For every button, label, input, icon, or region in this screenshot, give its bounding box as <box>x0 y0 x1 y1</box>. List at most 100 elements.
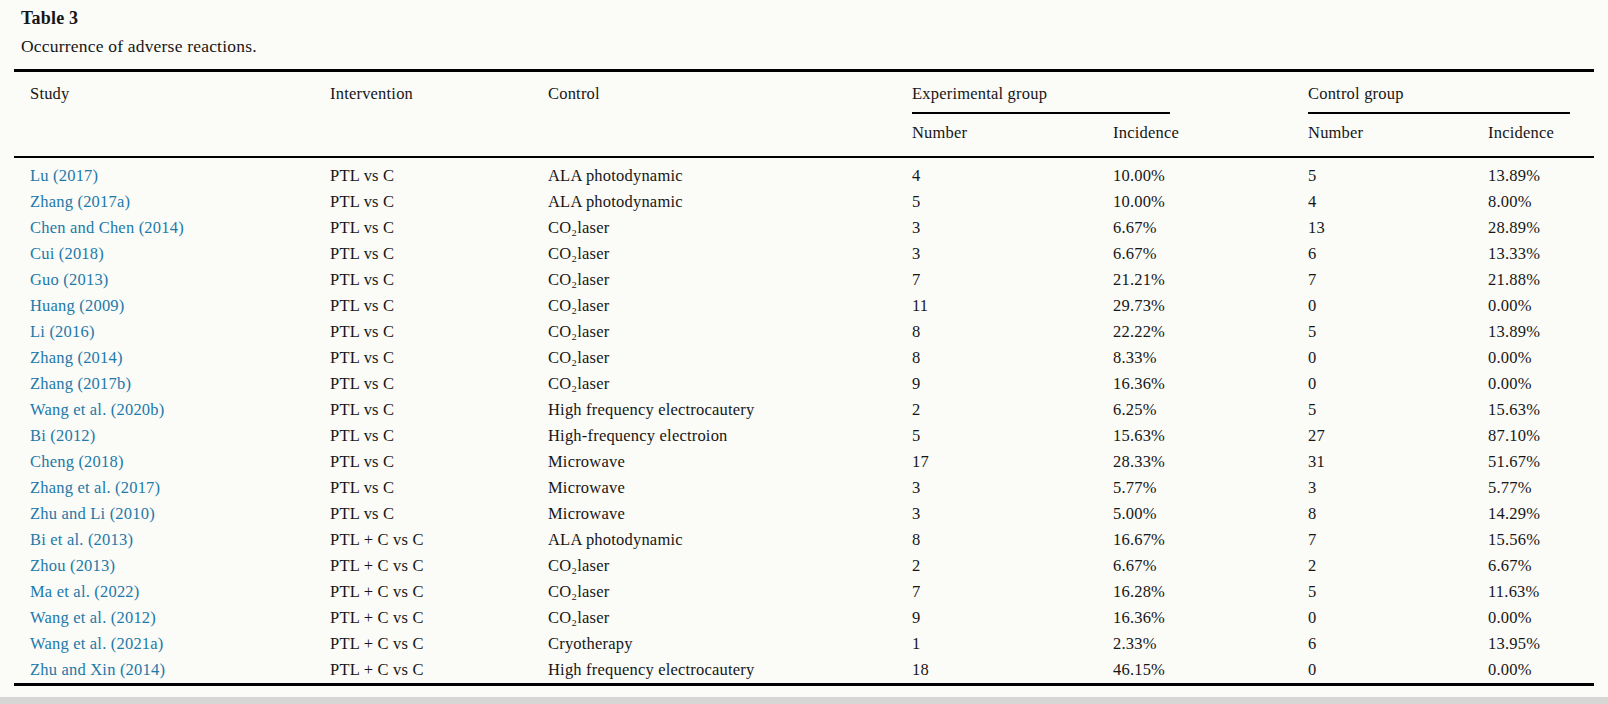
cell-study: Li (2016) <box>14 319 330 345</box>
cell-control: CO₂laser <box>548 319 912 345</box>
cell-control: High frequency electrocautery <box>548 397 912 423</box>
cell-exp-incidence: 10.00% <box>1113 189 1308 215</box>
study-citation-link[interactable]: Bi (2012) <box>30 426 96 445</box>
cell-exp-number: 18 <box>912 657 1113 685</box>
table-header: Study Intervention Control Experimental … <box>14 71 1594 158</box>
cell-ctrl-incidence: 8.00% <box>1488 189 1594 215</box>
cell-study: Bi (2012) <box>14 423 330 449</box>
page-bottom-edge <box>0 697 1608 704</box>
cell-ctrl-incidence: 28.89% <box>1488 215 1594 241</box>
table-row: Zhang (2017b)PTL vs CCO₂laser916.36%00.0… <box>14 371 1594 397</box>
study-citation-link[interactable]: Wang et al. (2021a) <box>30 634 164 653</box>
cell-control: CO₂laser <box>548 345 912 371</box>
cell-control: CO₂laser <box>548 553 912 579</box>
cell-study: Wang et al. (2020b) <box>14 397 330 423</box>
study-citation-link[interactable]: Zhu and Li (2010) <box>30 504 155 523</box>
table-row: Wang et al. (2020b)PTL vs CHigh frequenc… <box>14 397 1594 423</box>
cell-ctrl-number: 6 <box>1308 241 1488 267</box>
cell-study: Huang (2009) <box>14 293 330 319</box>
col-header-ctrl-number: Number <box>1308 114 1488 157</box>
cell-study: Wang et al. (2021a) <box>14 631 330 657</box>
study-citation-link[interactable]: Bi et al. (2013) <box>30 530 133 549</box>
study-citation-link[interactable]: Ma et al. (2022) <box>30 582 140 601</box>
cell-study: Lu (2017) <box>14 157 330 189</box>
table-body: Lu (2017)PTL vs CALA photodynamic410.00%… <box>14 157 1594 685</box>
cell-ctrl-number: 7 <box>1308 527 1488 553</box>
cell-study: Chen and Chen (2014) <box>14 215 330 241</box>
study-citation-link[interactable]: Wang et al. (2020b) <box>30 400 164 419</box>
table-row: Guo (2013)PTL vs CCO₂laser721.21%721.88% <box>14 267 1594 293</box>
cell-ctrl-incidence: 87.10% <box>1488 423 1594 449</box>
table-row: Wang et al. (2012)PTL + C vs CCO₂laser91… <box>14 605 1594 631</box>
study-citation-link[interactable]: Zhang et al. (2017) <box>30 478 160 497</box>
cell-ctrl-incidence: 13.89% <box>1488 319 1594 345</box>
cell-exp-number: 9 <box>912 605 1113 631</box>
cell-ctrl-number: 7 <box>1308 267 1488 293</box>
table-row: Zhu and Li (2010)PTL vs CMicrowave35.00%… <box>14 501 1594 527</box>
cell-control: Microwave <box>548 449 912 475</box>
cell-intervention: PTL + C vs C <box>330 631 548 657</box>
cell-intervention: PTL + C vs C <box>330 527 548 553</box>
cell-exp-number: 3 <box>912 215 1113 241</box>
cell-ctrl-incidence: 6.67% <box>1488 553 1594 579</box>
study-citation-link[interactable]: Zhu and Xin (2014) <box>30 660 165 679</box>
table-row: Bi (2012)PTL vs CHigh-frequency electroi… <box>14 423 1594 449</box>
cell-exp-number: 3 <box>912 241 1113 267</box>
cell-exp-incidence: 22.22% <box>1113 319 1308 345</box>
cell-control: Microwave <box>548 501 912 527</box>
study-citation-link[interactable]: Chen and Chen (2014) <box>30 218 184 237</box>
cell-intervention: PTL vs C <box>330 371 548 397</box>
table-row: Zhang et al. (2017)PTL vs CMicrowave35.7… <box>14 475 1594 501</box>
cell-study: Zhou (2013) <box>14 553 330 579</box>
cell-study: Zhu and Li (2010) <box>14 501 330 527</box>
cell-ctrl-number: 27 <box>1308 423 1488 449</box>
cell-exp-number: 8 <box>912 527 1113 553</box>
cell-ctrl-incidence: 0.00% <box>1488 605 1594 631</box>
cell-control: CO₂laser <box>548 241 912 267</box>
cell-control: Microwave <box>548 475 912 501</box>
study-citation-link[interactable]: Wang et al. (2012) <box>30 608 156 627</box>
control-group-label: Control group <box>1308 84 1570 114</box>
cell-study: Zhang et al. (2017) <box>14 475 330 501</box>
study-citation-link[interactable]: Cheng (2018) <box>30 452 124 471</box>
study-citation-link[interactable]: Zhang (2014) <box>30 348 123 367</box>
cell-exp-incidence: 29.73% <box>1113 293 1308 319</box>
cell-intervention: PTL + C vs C <box>330 657 548 685</box>
cell-exp-incidence: 16.67% <box>1113 527 1308 553</box>
cell-intervention: PTL vs C <box>330 189 548 215</box>
cell-intervention: PTL vs C <box>330 501 548 527</box>
study-citation-link[interactable]: Li (2016) <box>30 322 95 341</box>
cell-exp-number: 17 <box>912 449 1113 475</box>
cell-study: Cheng (2018) <box>14 449 330 475</box>
cell-intervention: PTL vs C <box>330 157 548 189</box>
cell-exp-incidence: 5.77% <box>1113 475 1308 501</box>
study-citation-link[interactable]: Zhang (2017a) <box>30 192 130 211</box>
table-row: Wang et al. (2021a)PTL + C vs CCryothera… <box>14 631 1594 657</box>
cell-ctrl-number: 0 <box>1308 293 1488 319</box>
cell-exp-incidence: 5.00% <box>1113 501 1308 527</box>
cell-control: High frequency electrocautery <box>548 657 912 685</box>
study-citation-link[interactable]: Zhou (2013) <box>30 556 115 575</box>
table-row: Ma et al. (2022)PTL + C vs CCO₂laser716.… <box>14 579 1594 605</box>
study-citation-link[interactable]: Zhang (2017b) <box>30 374 131 393</box>
cell-intervention: PTL vs C <box>330 449 548 475</box>
cell-control: CO₂laser <box>548 267 912 293</box>
cell-exp-incidence: 10.00% <box>1113 157 1308 189</box>
study-citation-link[interactable]: Huang (2009) <box>30 296 125 315</box>
cell-exp-incidence: 16.36% <box>1113 371 1308 397</box>
cell-exp-incidence: 2.33% <box>1113 631 1308 657</box>
study-citation-link[interactable]: Guo (2013) <box>30 270 109 289</box>
cell-study: Zhang (2014) <box>14 345 330 371</box>
cell-ctrl-incidence: 15.56% <box>1488 527 1594 553</box>
table-row: Lu (2017)PTL vs CALA photodynamic410.00%… <box>14 157 1594 189</box>
table-row: Zhang (2017a)PTL vs CALA photodynamic510… <box>14 189 1594 215</box>
cell-ctrl-number: 5 <box>1308 579 1488 605</box>
cell-control: CO₂laser <box>548 215 912 241</box>
cell-ctrl-incidence: 21.88% <box>1488 267 1594 293</box>
cell-intervention: PTL vs C <box>330 475 548 501</box>
cell-study: Zhang (2017a) <box>14 189 330 215</box>
cell-ctrl-number: 0 <box>1308 345 1488 371</box>
study-citation-link[interactable]: Lu (2017) <box>30 166 98 185</box>
study-citation-link[interactable]: Cui (2018) <box>30 244 104 263</box>
cell-control: CO₂laser <box>548 293 912 319</box>
